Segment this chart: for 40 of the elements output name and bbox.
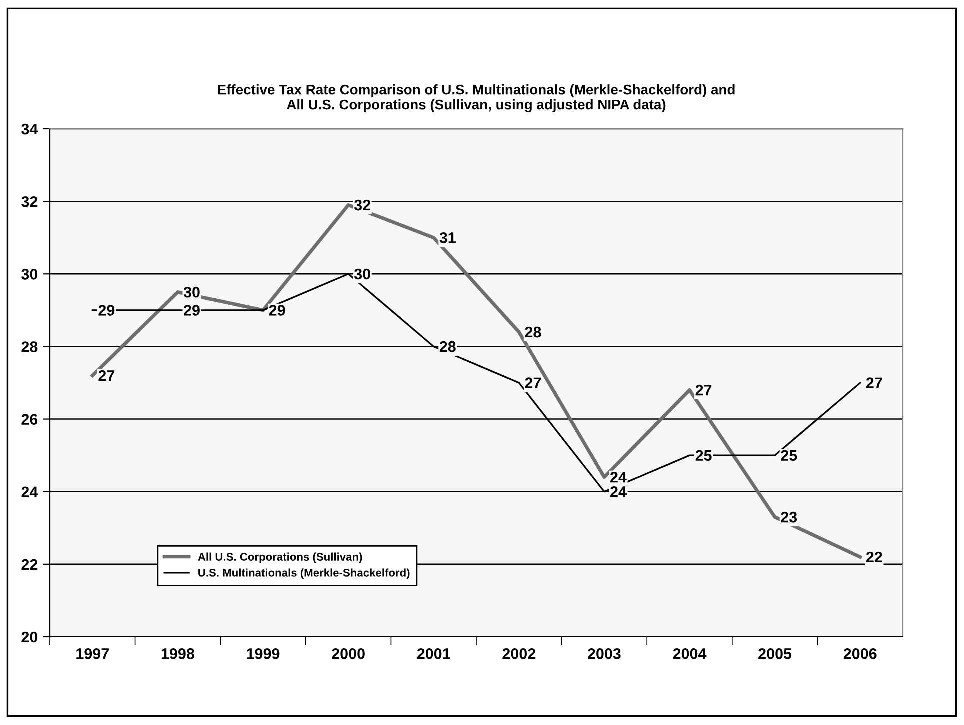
- legend-label: All U.S. Corporations (Sullivan): [198, 552, 362, 564]
- y-tick-label: 20: [22, 632, 38, 643]
- x-tick-label: 1997: [76, 648, 109, 660]
- data-label: 27: [525, 378, 542, 388]
- data-label: 28: [525, 326, 542, 338]
- y-tick-label: 22: [22, 559, 38, 570]
- x-tick-label: 2002: [502, 648, 536, 660]
- x-tick-label: 2001: [417, 648, 450, 660]
- y-tick-label: 34: [22, 124, 38, 135]
- data-label: 27: [696, 384, 712, 396]
- x-tick-label: 2004: [673, 648, 707, 660]
- x-tick-label: 2000: [332, 648, 365, 660]
- data-label: 32: [354, 200, 370, 211]
- data-label: 25: [781, 450, 798, 462]
- y-tick-label: 26: [22, 414, 38, 425]
- data-label: 29: [184, 305, 200, 316]
- x-tick-label: 2005: [758, 648, 792, 660]
- data-label: 29: [98, 305, 115, 316]
- data-label: 25: [696, 450, 712, 462]
- data-label: 22: [866, 552, 882, 563]
- x-tick-label: 1998: [162, 648, 194, 660]
- chart-title: Effective Tax Rate Comparison of U.S. Multinationals (Merkle-Shackelford) and All U.S. Corporations (Sullivan, using adjusted NIPA data): [218, 84, 735, 112]
- y-tick-label: 24: [22, 486, 38, 498]
- data-label: 27: [866, 378, 882, 388]
- x-tick-label: 1999: [247, 648, 280, 660]
- legend-label: U.S. Multinationals (Merkle-Shackelford): [198, 568, 410, 580]
- y-tick-label: 28: [22, 342, 38, 352]
- x-tick-label: 2003: [588, 648, 621, 660]
- data-label: 30: [184, 286, 200, 298]
- y-tick-label: 30: [22, 269, 38, 280]
- y-tick-label: 32: [22, 196, 38, 208]
- data-label: 24: [610, 472, 627, 483]
- data-label: 31: [440, 232, 456, 244]
- data-label: 28: [440, 341, 456, 352]
- data-label: 23: [781, 512, 798, 523]
- data-label: 24: [610, 486, 627, 498]
- data-label: 27: [98, 370, 115, 382]
- x-tick-label: 2006: [844, 648, 877, 660]
- data-label: 29: [269, 305, 286, 316]
- data-label: 30: [354, 268, 370, 280]
